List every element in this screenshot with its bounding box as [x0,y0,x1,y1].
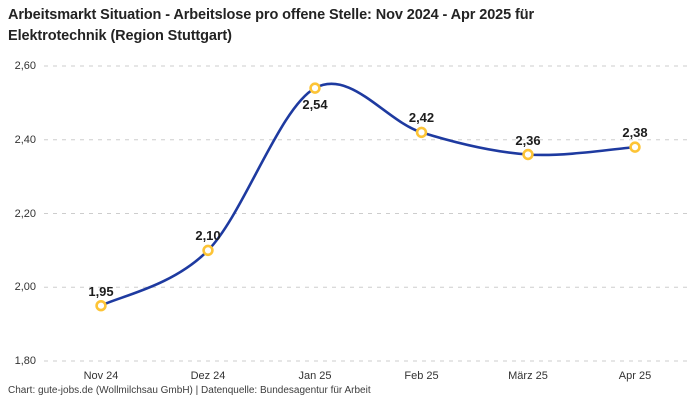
data-point-marker[interactable] [415,126,428,139]
x-axis-tick-label: Apr 25 [618,370,652,382]
data-point-value-label: 2,36 [515,132,541,148]
y-axis-tick-label: 2,40 [14,133,36,146]
data-point-marker[interactable] [522,148,534,161]
data-point-marker[interactable] [202,244,214,257]
data-line [99,82,637,307]
chart-title-line-2: Elektrotechnik (Region Stuttgart) [8,28,232,44]
x-axis-tick-label: Jan 25 [298,370,332,382]
y-axis-tick-label: 2,00 [14,281,36,294]
x-axis-tick-label: Nov 24 [83,370,119,382]
data-point-marker[interactable] [95,299,107,312]
data-point-value-label: 2,10 [195,228,221,244]
data-point-value-label: 2,38 [622,125,648,141]
data-point-marker[interactable] [629,141,641,153]
x-axis-tick-label: Feb 25 [404,370,439,382]
y-axis-tick-label: 1,80 [14,355,36,367]
data-point-value-label: 2,42 [408,110,435,126]
x-axis-tick-label: Dez 24 [190,370,226,382]
data-point-markers [95,82,641,312]
data-point-value-label: 1,95 [88,283,114,299]
chart-title: Arbeitsmarkt Situation - Arbeitslose pro… [8,5,668,47]
y-axis-tick-label: 2,60 [14,60,36,72]
chart-title-line-1: Arbeitsmarkt Situation - Arbeitslose pro… [8,7,535,23]
data-point-value-label: 2,54 [302,97,328,113]
series-line [99,82,637,307]
x-axis-tick-label: März 25 [508,370,548,382]
gridlines [44,65,690,362]
data-point-marker[interactable] [309,82,321,94]
chart-attribution: Chart: gute-jobs.de (Wollmilchsau GmbH) … [8,385,371,396]
y-axis-tick-label: 2,20 [14,207,36,220]
